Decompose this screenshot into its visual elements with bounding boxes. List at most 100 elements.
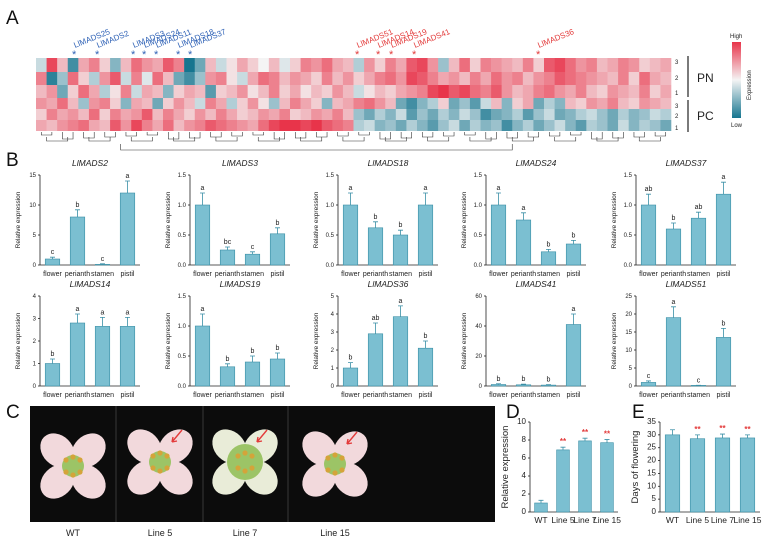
heatmap-cell	[215, 120, 227, 131]
y-tick-label: 25	[647, 443, 656, 452]
heatmap-cell	[395, 98, 407, 109]
heatmap-cell	[480, 120, 492, 131]
heatmap-cell	[237, 120, 248, 131]
heatmap-cell	[639, 58, 651, 72]
error-bar	[695, 434, 700, 439]
error-bar	[50, 358, 55, 364]
anther	[63, 457, 69, 463]
heatmap-cell	[438, 72, 450, 85]
significance-letter: c	[101, 256, 105, 263]
bar-chart: 0 2 4 6 8 10 Relative expression WT ** Line 5 ** Li…	[500, 417, 621, 525]
heatmap-cell	[258, 85, 270, 98]
gene-star-blue: *	[154, 49, 159, 61]
gene-star-red: *	[389, 49, 394, 61]
heatmap-cell	[512, 109, 524, 120]
error-bar	[538, 499, 544, 503]
arrow-marker	[256, 429, 268, 443]
y-tick-label: 1.0	[326, 203, 335, 209]
gene-star-blue: *	[95, 49, 100, 61]
y-tick-label: 10	[647, 481, 656, 490]
y-tick-label: 0	[33, 384, 37, 390]
error-bar	[100, 316, 105, 327]
y-tick-label: 35	[647, 417, 656, 426]
heatmap-cell	[152, 85, 164, 98]
bar	[269, 233, 286, 266]
heatmap-cell	[173, 72, 185, 85]
significance-stars: **	[560, 437, 567, 446]
significance-letter: a	[572, 306, 576, 313]
error-bar	[671, 222, 676, 229]
y-tick-label: 1.0	[178, 324, 187, 330]
heatmap-cell	[459, 109, 471, 120]
significance-letter: b	[547, 377, 551, 384]
heatmap-cell	[88, 72, 100, 85]
error-bar	[75, 313, 80, 323]
significance-letter: b	[547, 241, 551, 248]
expression-legend-bar	[732, 42, 741, 118]
gene-star-blue: *	[176, 49, 181, 61]
heatmap-cell	[565, 120, 577, 131]
heatmap-cell	[533, 85, 545, 98]
significance-letter: a	[101, 309, 105, 316]
error-bar	[275, 227, 280, 234]
category-label: flower	[43, 271, 62, 278]
bar	[94, 264, 111, 266]
heatmap-cell	[364, 120, 375, 131]
heatmap-cell	[353, 120, 365, 131]
y-tick-label: 0	[33, 263, 37, 269]
heatmap-cell	[67, 58, 79, 72]
heatmap-cell	[194, 72, 206, 85]
heatmap-cell	[522, 58, 534, 72]
bar	[392, 234, 409, 266]
heatmap-cell	[141, 120, 153, 131]
category-label: perianth	[661, 271, 686, 278]
heatmap-cell	[469, 120, 481, 131]
heatmap-cell	[374, 109, 386, 120]
anther	[242, 450, 248, 456]
anther	[150, 465, 156, 471]
significance-letter: c	[697, 377, 701, 384]
heatmap-cell	[205, 72, 217, 85]
gene-label-red: LlMADS36	[536, 27, 575, 50]
error-bar	[646, 193, 651, 205]
heatmap-cell	[491, 98, 502, 109]
row-label-pn-1: 1	[675, 91, 679, 97]
heatmap-cell	[427, 120, 439, 131]
bar	[739, 437, 756, 513]
heatmap-cell	[36, 72, 47, 85]
y-tick-label: 20	[647, 456, 656, 465]
chart-title: LlMADS14	[70, 279, 111, 289]
heatmap-cell	[501, 72, 513, 85]
bar	[367, 227, 384, 266]
heatmap-cell	[120, 85, 132, 98]
chart-title: LlMADS37	[666, 158, 707, 168]
y-tick-label: 25	[625, 294, 632, 300]
y-tick-label: 1.0	[474, 203, 483, 209]
error-bar	[521, 212, 526, 220]
y-tick-label: 0.5	[326, 233, 335, 239]
anther	[332, 452, 338, 458]
y-tick-label: 0.5	[178, 233, 187, 239]
bar	[565, 324, 582, 387]
error-bar	[496, 383, 501, 385]
bar-chart: LlMADS24 0.0 0.5 1.0 1.5 Relative expression a…	[461, 158, 586, 278]
photo-label-line5: Line 5	[148, 528, 173, 538]
panel-letter-a: A	[6, 8, 19, 29]
heatmap-cell	[596, 85, 608, 98]
heatmap-cell	[99, 85, 111, 98]
arrow-marker	[346, 431, 358, 445]
error-bar	[720, 433, 725, 438]
heatmap-cell	[226, 58, 238, 72]
heatmap-cell	[99, 72, 111, 85]
significance-letter: a	[722, 174, 726, 181]
heatmap-cell	[395, 109, 407, 120]
heatmap-cell	[533, 72, 545, 85]
error-bar	[398, 229, 403, 235]
heatmap-cell	[279, 109, 291, 120]
heatmap-cell	[110, 58, 121, 72]
y-tick-label: 1.5	[178, 173, 187, 179]
heatmap-cell	[205, 109, 217, 120]
heatmap-cell	[575, 98, 587, 109]
error-bar	[546, 249, 551, 252]
